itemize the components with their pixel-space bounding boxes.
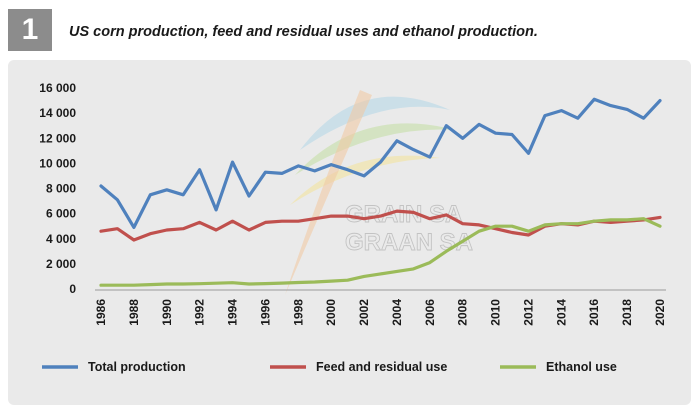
x-tick-label: 1996 xyxy=(258,299,272,326)
watermark-swoosh-blue xyxy=(300,96,450,150)
x-tick-label: 2004 xyxy=(390,299,404,326)
y-tick-label: 4 000 xyxy=(46,232,76,246)
legend-label-3: Ethanol use xyxy=(546,360,617,374)
watermark-swoosh-yellow xyxy=(290,155,440,205)
legend: Total production Feed and residual use Eth… xyxy=(42,360,617,374)
y-tick-label: 6 000 xyxy=(46,207,76,221)
x-tick-label: 2014 xyxy=(554,299,568,326)
series-line-3 xyxy=(99,217,662,287)
x-tick-label: 2010 xyxy=(489,299,503,326)
x-tick-label: 2020 xyxy=(653,299,667,326)
x-tick-label: 2002 xyxy=(357,299,371,326)
watermark-text-line-2: GRAAN SA xyxy=(345,229,473,256)
y-tick-label: 8 000 xyxy=(46,182,76,196)
x-tick-label: 1992 xyxy=(193,299,207,326)
y-axis-tick-labels: 0 2 000 4 000 6 000 8 000 10 000 12 000 14 000 1… xyxy=(39,81,76,296)
legend-label-2: Feed and residual use xyxy=(316,360,447,374)
watermark-swoosh-green xyxy=(295,123,455,175)
y-tick-label: 2 000 xyxy=(46,257,76,271)
x-tick-label: 2016 xyxy=(587,299,601,326)
x-tick-label: 1990 xyxy=(160,299,174,326)
y-tick-label: 10 000 xyxy=(39,156,76,170)
grain-sa-watermark: GRAIN SA GRAAN SA xyxy=(285,90,473,295)
watermark-swoosh-orange xyxy=(285,90,372,295)
y-tick-label: 0 xyxy=(69,282,76,296)
y-tick-label: 12 000 xyxy=(39,131,76,145)
series-lines xyxy=(99,97,662,287)
legend-label-1: Total production xyxy=(88,360,186,374)
x-tick-label: 2006 xyxy=(423,299,437,326)
x-tick-label: 2012 xyxy=(521,299,535,326)
x-axis-tick-labels: 1986 1988 1990 1992 1994 1996 1998 2000 2002 2004… xyxy=(94,299,667,326)
x-tick-label: 2008 xyxy=(456,299,470,326)
x-tick-label: 2000 xyxy=(324,299,338,326)
x-tick-label: 1998 xyxy=(291,299,305,326)
y-tick-label: 14 000 xyxy=(39,106,76,120)
figure-title: US corn production, feed and residual us… xyxy=(69,24,538,40)
series-line-1 xyxy=(99,97,662,229)
y-tick-label: 16 000 xyxy=(39,81,76,95)
x-tick-label: 1986 xyxy=(94,299,108,326)
x-tick-label: 1988 xyxy=(127,299,141,326)
x-tick-label: 1994 xyxy=(226,299,240,326)
figure-number-badge: 1 xyxy=(8,9,52,51)
x-tick-label: 2018 xyxy=(620,299,634,326)
